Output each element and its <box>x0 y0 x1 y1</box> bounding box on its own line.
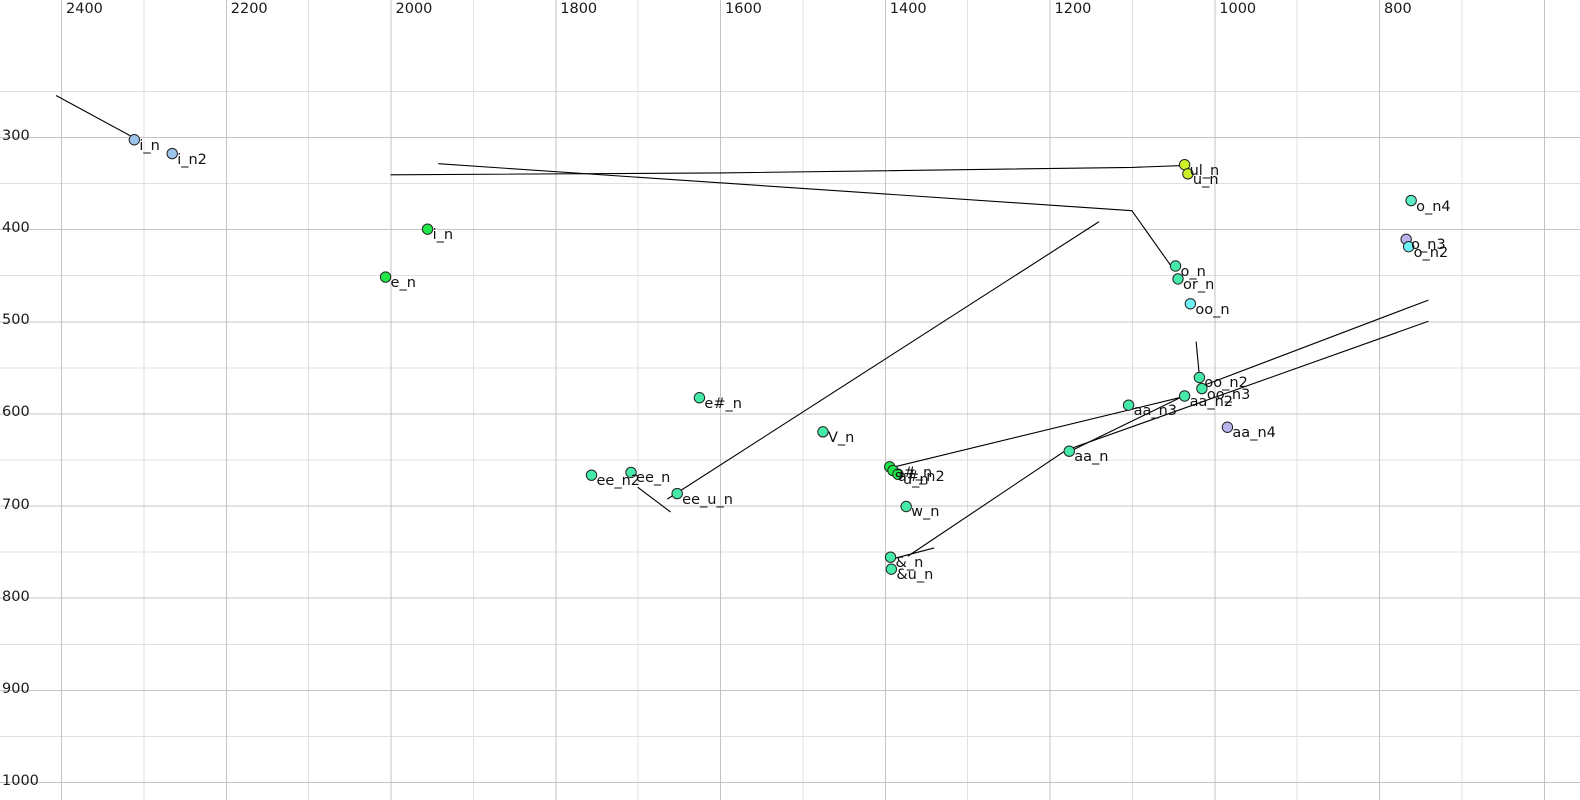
x-axis-tick-label: 1000 <box>1219 1 1257 17</box>
data-point-markers <box>128 134 1417 575</box>
y-axis-tick-label: 300 <box>2 128 30 144</box>
x-axis-tick-label: 1800 <box>560 1 598 17</box>
y-axis-tick-label: 700 <box>2 496 30 513</box>
x-axis-tick-label: 1400 <box>889 1 927 17</box>
y-axis-tick-label: 900 <box>2 680 30 697</box>
x-axis-tick-label: 800 <box>1384 1 1412 17</box>
trajectory-lines <box>55 95 1429 559</box>
x-axis-tick-label: 2400 <box>66 1 103 17</box>
y-axis-tick-label: 500 <box>2 312 30 329</box>
x-axis-tick-label: 1600 <box>725 1 762 17</box>
y-axis-tick-label: 1000 <box>2 773 39 789</box>
y-axis-tick-label: 600 <box>2 404 30 421</box>
y-axis-tick-label: 800 <box>2 588 30 605</box>
x-axis-tick-label: 2200 <box>230 1 268 17</box>
x-axis-tick-label: 2000 <box>395 1 433 17</box>
y-axis-tick-label: 400 <box>2 220 30 237</box>
x-axis-tick-label: 1200 <box>1054 1 1092 17</box>
